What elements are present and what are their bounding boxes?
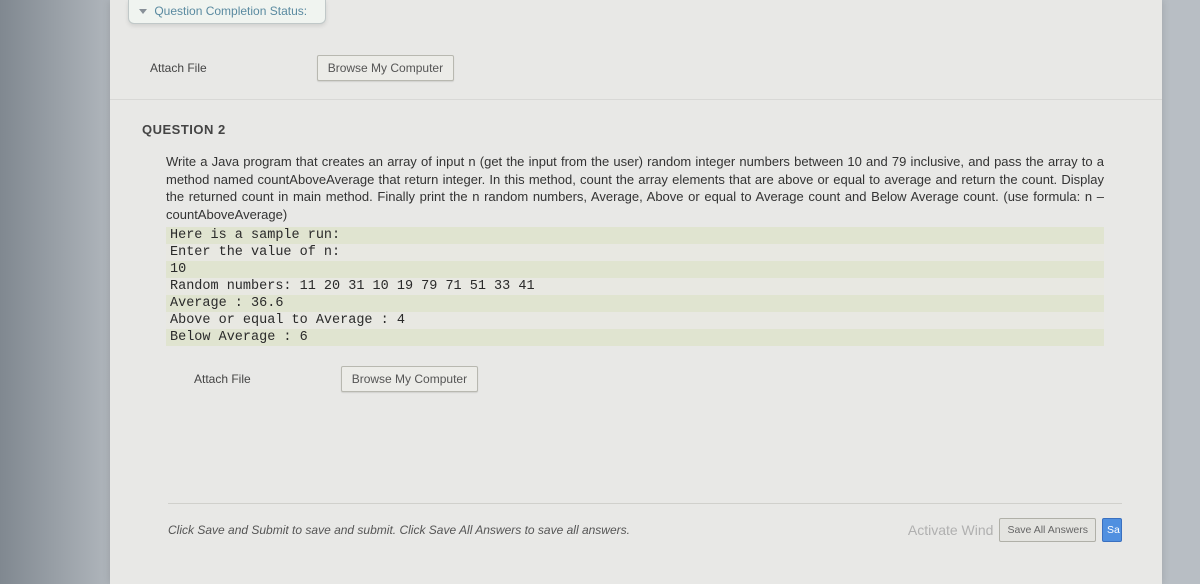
code-line: 10 [166,261,1104,278]
attach-file-section-bottom: Attach File Browse My Computer [194,366,1104,392]
right-margin [1162,0,1200,584]
sample-run-block: Here is a sample run: Enter the value of… [166,227,1104,346]
attach-file-label: Attach File [194,372,251,386]
question-block: QUESTION 2 Write a Java program that cre… [110,100,1162,402]
status-text: Question Completion Status: [154,4,307,18]
code-line: Above or equal to Average : 4 [166,312,1104,329]
save-submit-button[interactable]: Sa [1102,518,1122,542]
question-heading: QUESTION 2 [142,122,1122,137]
code-line: Random numbers: 11 20 31 10 19 79 71 51 … [166,278,1104,295]
browse-computer-button[interactable]: Browse My Computer [341,366,478,392]
windows-activation-watermark: Activate Wind [908,523,994,537]
code-line: Enter the value of n: [166,244,1104,261]
chevron-down-icon [139,9,147,14]
footer-instruction: Click Save and Submit to save and submit… [168,523,630,537]
code-line: Below Average : 6 [166,329,1104,346]
page-content: Question Completion Status: Attach File … [110,0,1162,584]
code-line: Average : 36.6 [166,295,1104,312]
question-text: Write a Java program that creates an arr… [166,153,1104,223]
attach-file-label: Attach File [150,61,207,75]
completion-status-banner[interactable]: Question Completion Status: [128,0,326,24]
code-line: Here is a sample run: [166,227,1104,244]
save-all-answers-button[interactable]: Save All Answers [999,518,1096,542]
footer-bar: Click Save and Submit to save and submit… [168,503,1122,542]
browse-computer-button[interactable]: Browse My Computer [317,55,454,81]
left-margin [0,0,110,584]
